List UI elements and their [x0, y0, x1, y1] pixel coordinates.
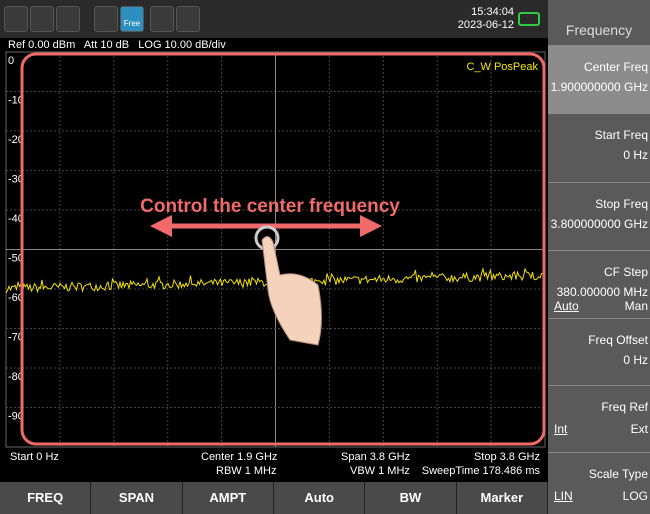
y-label: -60 — [8, 292, 24, 304]
menu-item[interactable]: Freq Ref Int Ext — [548, 385, 650, 453]
menu-label: Freq Offset — [588, 333, 648, 347]
highlight-frame — [20, 52, 546, 446]
option[interactable]: Auto — [554, 299, 579, 313]
toolbar: Free 15:34:04 2023-06-12 — [0, 0, 548, 38]
menu-title: Frequency — [565, 22, 633, 38]
option[interactable]: Man — [624, 299, 648, 313]
y-label: 0 — [8, 55, 14, 67]
menu-item[interactable]: Stop Freq 3.800000000 GHz — [548, 182, 650, 251]
menu-value: 1.900000000 GHz — [550, 80, 648, 94]
softkey[interactable]: Auto — [274, 482, 366, 514]
y-label: -90 — [8, 411, 24, 423]
trace-label: C_W PosPeak — [466, 61, 538, 73]
arrow-head — [150, 215, 172, 237]
sweep-time: SweepTime 178.486 ms — [421, 465, 540, 477]
y-label: -30 — [8, 174, 24, 186]
y-label: -10 — [8, 95, 24, 107]
ref-info: Ref 0.00 dBm Att 10 dB LOG 10.00 dB/div — [8, 39, 226, 51]
ref: Ref 0.00 dBm — [8, 39, 76, 51]
softkey[interactable]: FREQ — [0, 482, 92, 514]
menu-item[interactable]: Scale Type LIN LOG — [548, 452, 650, 514]
menu-value: 3.800000000 GHz — [550, 217, 648, 231]
plot: 0 -10 -20 -30 -40 -50 -60 -70 -80 -90 C_W PosPeak C… — [5, 51, 546, 448]
side-menu: Frequency Center Freq 1.900000000 GHz Star… — [548, 0, 650, 514]
icon[interactable] — [94, 6, 118, 32]
menu-value: 0 Hz — [623, 148, 648, 162]
menu-value: 380.000000 MHz — [556, 285, 648, 299]
icon[interactable] — [30, 6, 54, 32]
option[interactable]: LIN — [554, 489, 573, 503]
menu-label: Start Freq — [594, 128, 648, 142]
rbw: RBW 1 MHz — [216, 465, 277, 477]
icon[interactable] — [4, 6, 28, 32]
arrow-head — [360, 215, 382, 237]
mode-icon[interactable]: Free — [120, 6, 144, 32]
menu-value: 0 Hz — [623, 353, 648, 367]
hand — [261, 236, 322, 346]
option[interactable]: LOG — [622, 489, 648, 503]
scale: LOG 10.00 dB/div — [138, 39, 226, 51]
menu-item[interactable]: Start Freq 0 Hz — [548, 113, 650, 183]
date: 2023-06-12 — [457, 19, 514, 31]
y-label: -40 — [8, 213, 24, 225]
softkeys: FREQ SPAN AMPT Auto BW Marker — [0, 482, 548, 514]
start: Start 0 Hz — [10, 451, 59, 463]
center: Center 1.9 GHz — [201, 451, 278, 463]
y-label: -80 — [8, 371, 24, 383]
softkey[interactable]: Marker — [456, 482, 548, 514]
softkey[interactable]: AMPT — [182, 482, 274, 514]
menu-label: Stop Freq — [595, 197, 648, 211]
stop: Stop 3.8 GHz — [473, 451, 540, 463]
softkey[interactable]: BW — [365, 482, 457, 514]
vbw: VBW 1 MHz — [350, 465, 410, 477]
menu-label: Center Freq — [583, 60, 648, 74]
menu-label: Scale Type — [588, 467, 648, 481]
icon[interactable] — [150, 6, 174, 32]
y-label: -70 — [8, 332, 24, 344]
icon[interactable] — [56, 6, 80, 32]
option[interactable]: Int — [554, 422, 568, 436]
y-label: -20 — [8, 134, 24, 146]
icon[interactable] — [176, 6, 200, 32]
menu-item[interactable]: Freq Offset 0 Hz — [548, 318, 650, 386]
menu-label: Freq Ref — [601, 400, 648, 414]
y-label: -50 — [8, 253, 24, 265]
time: 15:34:04 — [471, 6, 514, 18]
span: Span 3.8 GHz — [341, 451, 411, 463]
menu-label: CF Step — [603, 265, 648, 279]
menu-item[interactable]: CF Step 380.000000 MHz Auto Man — [548, 250, 650, 319]
softkey[interactable]: SPAN — [91, 482, 183, 514]
att: Att 10 dB — [83, 39, 130, 51]
annotation: Control the center frequency — [140, 196, 400, 217]
battery — [518, 12, 540, 26]
menu-item[interactable]: Center Freq 1.900000000 GHz — [548, 45, 650, 114]
option[interactable]: Ext — [630, 422, 648, 436]
